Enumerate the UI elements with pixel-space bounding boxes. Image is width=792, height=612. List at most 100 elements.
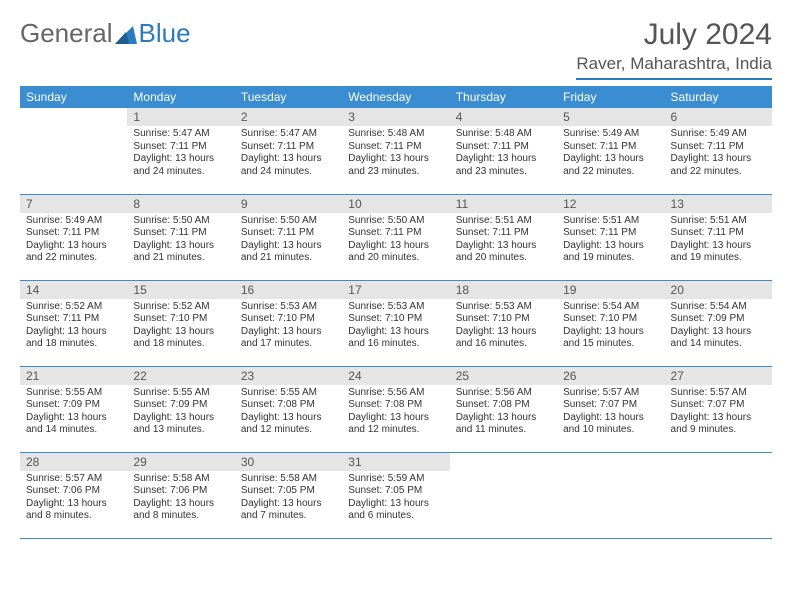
calendar-cell: 29Sunrise: 5:58 AMSunset: 7:06 PMDayligh… bbox=[127, 452, 234, 538]
day-details: Sunrise: 5:49 AMSunset: 7:11 PMDaylight:… bbox=[665, 126, 772, 182]
day-details: Sunrise: 5:52 AMSunset: 7:11 PMDaylight:… bbox=[20, 299, 127, 355]
calendar-cell: 23Sunrise: 5:55 AMSunset: 7:08 PMDayligh… bbox=[235, 366, 342, 452]
calendar-cell: 20Sunrise: 5:54 AMSunset: 7:09 PMDayligh… bbox=[665, 280, 772, 366]
calendar-cell: 6Sunrise: 5:49 AMSunset: 7:11 PMDaylight… bbox=[665, 108, 772, 194]
day-number: 3 bbox=[342, 108, 449, 126]
day-details: Sunrise: 5:47 AMSunset: 7:11 PMDaylight:… bbox=[127, 126, 234, 182]
day-details: Sunrise: 5:58 AMSunset: 7:06 PMDaylight:… bbox=[127, 471, 234, 527]
calendar-cell: 15Sunrise: 5:52 AMSunset: 7:10 PMDayligh… bbox=[127, 280, 234, 366]
month-title: July 2024 bbox=[576, 18, 772, 52]
calendar-cell: 1Sunrise: 5:47 AMSunset: 7:11 PMDaylight… bbox=[127, 108, 234, 194]
day-number: 15 bbox=[127, 281, 234, 299]
header: General Blue July 2024 Raver, Maharashtr… bbox=[20, 18, 772, 80]
calendar-cell: 16Sunrise: 5:53 AMSunset: 7:10 PMDayligh… bbox=[235, 280, 342, 366]
day-number: 21 bbox=[20, 367, 127, 385]
day-number: 8 bbox=[127, 195, 234, 213]
day-number: 28 bbox=[20, 453, 127, 471]
calendar-cell: 19Sunrise: 5:54 AMSunset: 7:10 PMDayligh… bbox=[557, 280, 664, 366]
weekday-header: Wednesday bbox=[342, 86, 449, 108]
day-number: 2 bbox=[235, 108, 342, 126]
day-number: 11 bbox=[450, 195, 557, 213]
day-number: 20 bbox=[665, 281, 772, 299]
logo-general-text: General bbox=[20, 18, 113, 49]
day-details: Sunrise: 5:47 AMSunset: 7:11 PMDaylight:… bbox=[235, 126, 342, 182]
day-number: 26 bbox=[557, 367, 664, 385]
calendar-cell: 3Sunrise: 5:48 AMSunset: 7:11 PMDaylight… bbox=[342, 108, 449, 194]
calendar-cell: 22Sunrise: 5:55 AMSunset: 7:09 PMDayligh… bbox=[127, 366, 234, 452]
day-number: 5 bbox=[557, 108, 664, 126]
day-number: 12 bbox=[557, 195, 664, 213]
day-details: Sunrise: 5:48 AMSunset: 7:11 PMDaylight:… bbox=[450, 126, 557, 182]
day-details: Sunrise: 5:50 AMSunset: 7:11 PMDaylight:… bbox=[127, 213, 234, 269]
calendar-cell: .. bbox=[665, 452, 772, 538]
calendar-cell: 27Sunrise: 5:57 AMSunset: 7:07 PMDayligh… bbox=[665, 366, 772, 452]
calendar-cell: .. bbox=[557, 452, 664, 538]
day-number: 18 bbox=[450, 281, 557, 299]
calendar-cell: .. bbox=[20, 108, 127, 194]
calendar-cell: 24Sunrise: 5:56 AMSunset: 7:08 PMDayligh… bbox=[342, 366, 449, 452]
calendar-cell: 25Sunrise: 5:56 AMSunset: 7:08 PMDayligh… bbox=[450, 366, 557, 452]
title-block: July 2024 Raver, Maharashtra, India bbox=[576, 18, 772, 80]
calendar-cell: 14Sunrise: 5:52 AMSunset: 7:11 PMDayligh… bbox=[20, 280, 127, 366]
day-details: Sunrise: 5:59 AMSunset: 7:05 PMDaylight:… bbox=[342, 471, 449, 527]
day-details: Sunrise: 5:56 AMSunset: 7:08 PMDaylight:… bbox=[450, 385, 557, 441]
day-number: 7 bbox=[20, 195, 127, 213]
day-number: 19 bbox=[557, 281, 664, 299]
weekday-header: Sunday bbox=[20, 86, 127, 108]
day-number: 22 bbox=[127, 367, 234, 385]
calendar-cell: 9Sunrise: 5:50 AMSunset: 7:11 PMDaylight… bbox=[235, 194, 342, 280]
day-details: Sunrise: 5:51 AMSunset: 7:11 PMDaylight:… bbox=[665, 213, 772, 269]
logo-blue-text: Blue bbox=[139, 18, 191, 49]
day-number: 6 bbox=[665, 108, 772, 126]
day-number: 24 bbox=[342, 367, 449, 385]
day-details: Sunrise: 5:53 AMSunset: 7:10 PMDaylight:… bbox=[450, 299, 557, 355]
day-details: Sunrise: 5:53 AMSunset: 7:10 PMDaylight:… bbox=[235, 299, 342, 355]
calendar-cell: 5Sunrise: 5:49 AMSunset: 7:11 PMDaylight… bbox=[557, 108, 664, 194]
calendar-cell: 7Sunrise: 5:49 AMSunset: 7:11 PMDaylight… bbox=[20, 194, 127, 280]
day-details: Sunrise: 5:57 AMSunset: 7:07 PMDaylight:… bbox=[557, 385, 664, 441]
day-details: Sunrise: 5:54 AMSunset: 7:10 PMDaylight:… bbox=[557, 299, 664, 355]
day-details: Sunrise: 5:53 AMSunset: 7:10 PMDaylight:… bbox=[342, 299, 449, 355]
day-number: 13 bbox=[665, 195, 772, 213]
calendar-cell: 13Sunrise: 5:51 AMSunset: 7:11 PMDayligh… bbox=[665, 194, 772, 280]
weekday-header: Saturday bbox=[665, 86, 772, 108]
day-details: Sunrise: 5:49 AMSunset: 7:11 PMDaylight:… bbox=[20, 213, 127, 269]
calendar-cell: 10Sunrise: 5:50 AMSunset: 7:11 PMDayligh… bbox=[342, 194, 449, 280]
day-number: 14 bbox=[20, 281, 127, 299]
day-details: Sunrise: 5:48 AMSunset: 7:11 PMDaylight:… bbox=[342, 126, 449, 182]
calendar-cell: .. bbox=[450, 452, 557, 538]
day-details: Sunrise: 5:49 AMSunset: 7:11 PMDaylight:… bbox=[557, 126, 664, 182]
day-details: Sunrise: 5:55 AMSunset: 7:09 PMDaylight:… bbox=[127, 385, 234, 441]
calendar-cell: 28Sunrise: 5:57 AMSunset: 7:06 PMDayligh… bbox=[20, 452, 127, 538]
day-details: Sunrise: 5:55 AMSunset: 7:08 PMDaylight:… bbox=[235, 385, 342, 441]
day-details: Sunrise: 5:56 AMSunset: 7:08 PMDaylight:… bbox=[342, 385, 449, 441]
day-number: 16 bbox=[235, 281, 342, 299]
calendar-cell: 8Sunrise: 5:50 AMSunset: 7:11 PMDaylight… bbox=[127, 194, 234, 280]
day-details: Sunrise: 5:52 AMSunset: 7:10 PMDaylight:… bbox=[127, 299, 234, 355]
day-number: 4 bbox=[450, 108, 557, 126]
day-details: Sunrise: 5:55 AMSunset: 7:09 PMDaylight:… bbox=[20, 385, 127, 441]
day-number: 25 bbox=[450, 367, 557, 385]
weekday-header: Tuesday bbox=[235, 86, 342, 108]
day-number: 31 bbox=[342, 453, 449, 471]
calendar-cell: 31Sunrise: 5:59 AMSunset: 7:05 PMDayligh… bbox=[342, 452, 449, 538]
day-number: 1 bbox=[127, 108, 234, 126]
day-number: 17 bbox=[342, 281, 449, 299]
logo-triangle-icon bbox=[115, 20, 137, 51]
day-details: Sunrise: 5:58 AMSunset: 7:05 PMDaylight:… bbox=[235, 471, 342, 527]
calendar-cell: 12Sunrise: 5:51 AMSunset: 7:11 PMDayligh… bbox=[557, 194, 664, 280]
calendar-table: SundayMondayTuesdayWednesdayThursdayFrid… bbox=[20, 86, 772, 539]
calendar-cell: 21Sunrise: 5:55 AMSunset: 7:09 PMDayligh… bbox=[20, 366, 127, 452]
day-details: Sunrise: 5:51 AMSunset: 7:11 PMDaylight:… bbox=[450, 213, 557, 269]
weekday-header: Monday bbox=[127, 86, 234, 108]
calendar-cell: 26Sunrise: 5:57 AMSunset: 7:07 PMDayligh… bbox=[557, 366, 664, 452]
day-details: Sunrise: 5:50 AMSunset: 7:11 PMDaylight:… bbox=[235, 213, 342, 269]
day-number: 10 bbox=[342, 195, 449, 213]
calendar-cell: 4Sunrise: 5:48 AMSunset: 7:11 PMDaylight… bbox=[450, 108, 557, 194]
weekday-header: Friday bbox=[557, 86, 664, 108]
day-details: Sunrise: 5:51 AMSunset: 7:11 PMDaylight:… bbox=[557, 213, 664, 269]
day-number: 27 bbox=[665, 367, 772, 385]
weekday-header: Thursday bbox=[450, 86, 557, 108]
day-details: Sunrise: 5:57 AMSunset: 7:07 PMDaylight:… bbox=[665, 385, 772, 441]
calendar-cell: 17Sunrise: 5:53 AMSunset: 7:10 PMDayligh… bbox=[342, 280, 449, 366]
